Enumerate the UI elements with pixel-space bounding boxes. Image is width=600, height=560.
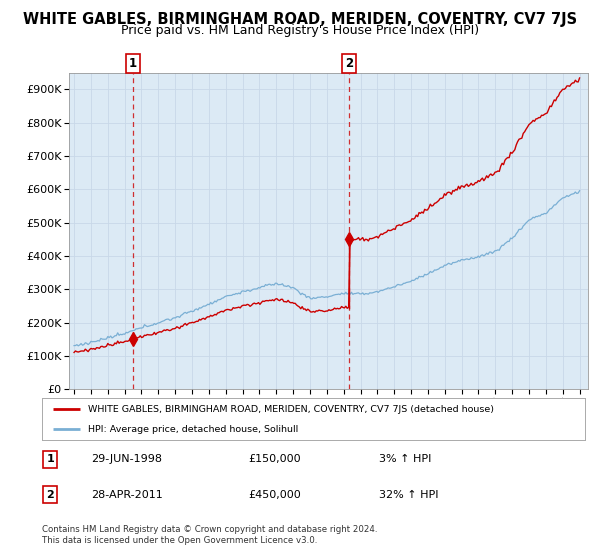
Text: 28-APR-2011: 28-APR-2011 [91, 490, 163, 500]
Text: HPI: Average price, detached house, Solihull: HPI: Average price, detached house, Soli… [88, 424, 298, 433]
Text: Contains HM Land Registry data © Crown copyright and database right 2024.
This d: Contains HM Land Registry data © Crown c… [42, 525, 377, 545]
Text: £450,000: £450,000 [248, 490, 301, 500]
Text: 32% ↑ HPI: 32% ↑ HPI [379, 490, 438, 500]
Text: 3% ↑ HPI: 3% ↑ HPI [379, 454, 431, 464]
Text: 2: 2 [46, 490, 54, 500]
Text: WHITE GABLES, BIRMINGHAM ROAD, MERIDEN, COVENTRY, CV7 7JS: WHITE GABLES, BIRMINGHAM ROAD, MERIDEN, … [23, 12, 577, 27]
Text: 2: 2 [345, 57, 353, 69]
Text: £150,000: £150,000 [248, 454, 301, 464]
Text: 29-JUN-1998: 29-JUN-1998 [91, 454, 162, 464]
Text: Price paid vs. HM Land Registry's House Price Index (HPI): Price paid vs. HM Land Registry's House … [121, 24, 479, 36]
Text: WHITE GABLES, BIRMINGHAM ROAD, MERIDEN, COVENTRY, CV7 7JS (detached house): WHITE GABLES, BIRMINGHAM ROAD, MERIDEN, … [88, 405, 494, 414]
Text: 1: 1 [129, 57, 137, 69]
Text: 1: 1 [46, 454, 54, 464]
